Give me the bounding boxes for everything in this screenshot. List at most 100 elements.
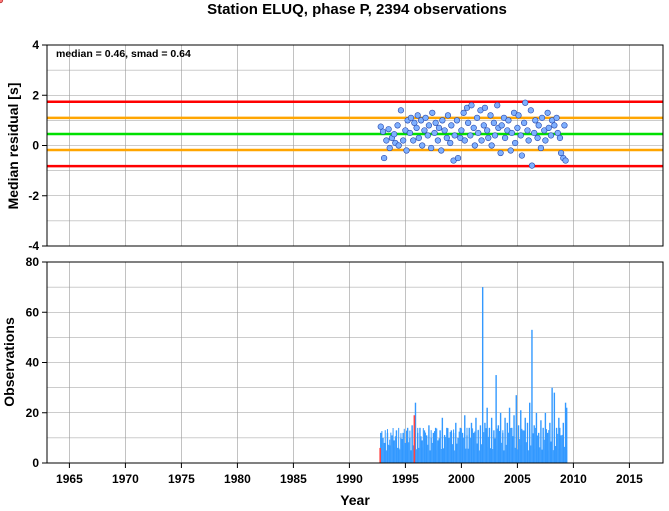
observation-bar — [559, 427, 561, 463]
observation-bar — [394, 436, 396, 463]
residual-point — [534, 134, 541, 142]
bottom-panel-x-ticks: 1965 1970 1975 1980 1985 1990 1995 2000 2005 2010… — [56, 463, 643, 486]
residual-point — [562, 157, 569, 164]
observation-bar — [513, 435, 515, 463]
observation-bar — [523, 430, 525, 463]
observation-bar — [445, 436, 447, 463]
observation-bar — [495, 445, 497, 463]
residual-point — [424, 132, 431, 139]
residual-point — [512, 139, 519, 147]
residual-point — [515, 112, 522, 119]
residual-point — [439, 117, 446, 124]
residual-point — [527, 107, 534, 114]
observation-bar — [432, 441, 434, 463]
observation-bar — [383, 442, 385, 463]
observation-bar — [389, 439, 391, 463]
observation-bar — [481, 444, 483, 463]
x-tick-label: 1975 — [168, 472, 195, 486]
observation-bar — [399, 449, 401, 463]
observation-bar — [450, 440, 452, 463]
observation-bar — [560, 448, 562, 463]
y-tick-label: -2 — [28, 189, 39, 203]
y-tick-label: 2 — [32, 88, 39, 102]
residual-point — [497, 149, 504, 157]
observation-bar — [510, 427, 512, 463]
y-tick-label: -4 — [28, 239, 39, 253]
observation-bar — [534, 427, 536, 463]
observation-bar — [390, 432, 392, 463]
residual-point — [425, 122, 433, 129]
residual-point — [542, 137, 549, 144]
observation-bar — [521, 428, 523, 463]
observation-bar — [549, 443, 551, 463]
observation-bar — [421, 447, 423, 463]
observation-bar — [563, 446, 565, 463]
observation-bar — [409, 430, 411, 463]
observation-bar — [385, 450, 387, 463]
y-tick-label: 0 — [32, 139, 39, 153]
residual-point — [535, 122, 542, 129]
observation-bar — [493, 433, 495, 463]
top-panel-reference-lines — [47, 100, 663, 168]
observation-bar — [449, 432, 451, 463]
residual-point — [434, 137, 441, 144]
x-tick-label: 2010 — [560, 472, 587, 486]
observation-bar — [418, 447, 420, 463]
y-tick-label: 4 — [32, 38, 39, 52]
observation-bar — [538, 436, 540, 463]
residual-point — [454, 154, 462, 162]
residual-point — [432, 119, 439, 126]
observation-bar — [458, 431, 460, 463]
top-panel-points — [0, 0, 569, 169]
observation-bar — [541, 449, 543, 463]
observation-bar — [509, 449, 511, 463]
observation-bar — [533, 449, 535, 463]
x-tick-label: 1970 — [112, 472, 139, 486]
observation-bar — [497, 450, 499, 463]
residual-point — [383, 137, 390, 144]
observation-bar — [453, 429, 455, 463]
observation-bar — [404, 450, 406, 463]
observation-bar — [550, 441, 552, 463]
observation-bar — [516, 449, 518, 463]
observation-bar — [566, 449, 568, 463]
observation-bar — [495, 375, 497, 463]
observation-bar — [530, 445, 532, 463]
residual-point — [481, 104, 489, 111]
observation-bar — [507, 432, 509, 463]
residual-point — [413, 124, 420, 132]
residual-point — [508, 129, 515, 137]
observation-bar — [535, 412, 538, 463]
residual-point — [521, 119, 528, 126]
stats-annotation: median = 0.46, smad = 0.64 — [56, 48, 191, 60]
observation-bar — [505, 444, 507, 463]
observation-bar — [403, 428, 405, 463]
residual-point — [554, 129, 561, 137]
observation-bar — [506, 439, 508, 463]
observation-bar — [544, 444, 546, 463]
observation-bar — [425, 432, 427, 463]
observation-bar — [487, 436, 489, 463]
observation-bar — [381, 431, 383, 463]
residual-point — [531, 129, 538, 137]
observation-bar — [482, 440, 484, 463]
x-tick-label: 1990 — [336, 472, 363, 486]
observation-bar — [551, 387, 553, 463]
observation-bar — [406, 430, 408, 463]
residual-point — [414, 112, 421, 119]
observation-bar — [455, 429, 457, 463]
observation-bar — [473, 450, 475, 463]
x-tick-label: 1980 — [224, 472, 251, 486]
residual-point — [438, 147, 445, 154]
observation-bar — [484, 449, 486, 463]
observation-bar — [476, 443, 478, 463]
observation-bar — [525, 442, 527, 463]
residual-point — [379, 128, 387, 135]
top-y-axis-label: Median residual [s] — [5, 83, 21, 210]
observation-bar — [511, 447, 513, 463]
observation-bar — [441, 427, 443, 463]
observation-bar — [485, 428, 487, 463]
observation-bar — [475, 417, 477, 463]
y-tick-label: 80 — [26, 255, 40, 269]
observation-bar — [463, 437, 465, 463]
